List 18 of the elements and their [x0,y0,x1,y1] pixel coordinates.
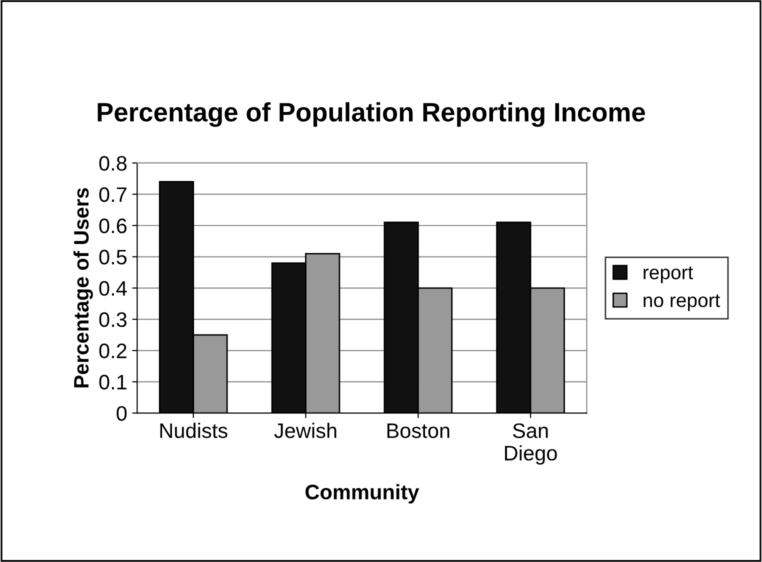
y-tick-label: 0.1 [99,374,126,390]
y-tick-label: 0.4 [99,281,127,296]
x-tick-label: Jewish [274,422,336,438]
y-tick-label: 0.2 [99,344,126,358]
y-tick-label: 0.3 [99,312,127,328]
y-tick-label: 0 [116,406,127,421]
x-tick-label: San Diego [505,423,557,465]
y-tick-label: 0.7 [99,187,126,202]
chart-title: Percentage of Population Reporting Income [98,102,645,127]
x-tick-label: Boston [387,424,450,438]
y-tick-label: 0.5 [99,250,127,265]
x-tick-label: Nudists [160,422,228,438]
legend-label: report [644,266,694,284]
y-tick-label: 0.6 [99,218,127,234]
y-tick-label: 0.8 [99,156,127,171]
legend-label: no report [644,294,720,312]
y-axis-title: Percentage of Users [73,188,93,388]
x-axis-title: Community [306,484,420,504]
